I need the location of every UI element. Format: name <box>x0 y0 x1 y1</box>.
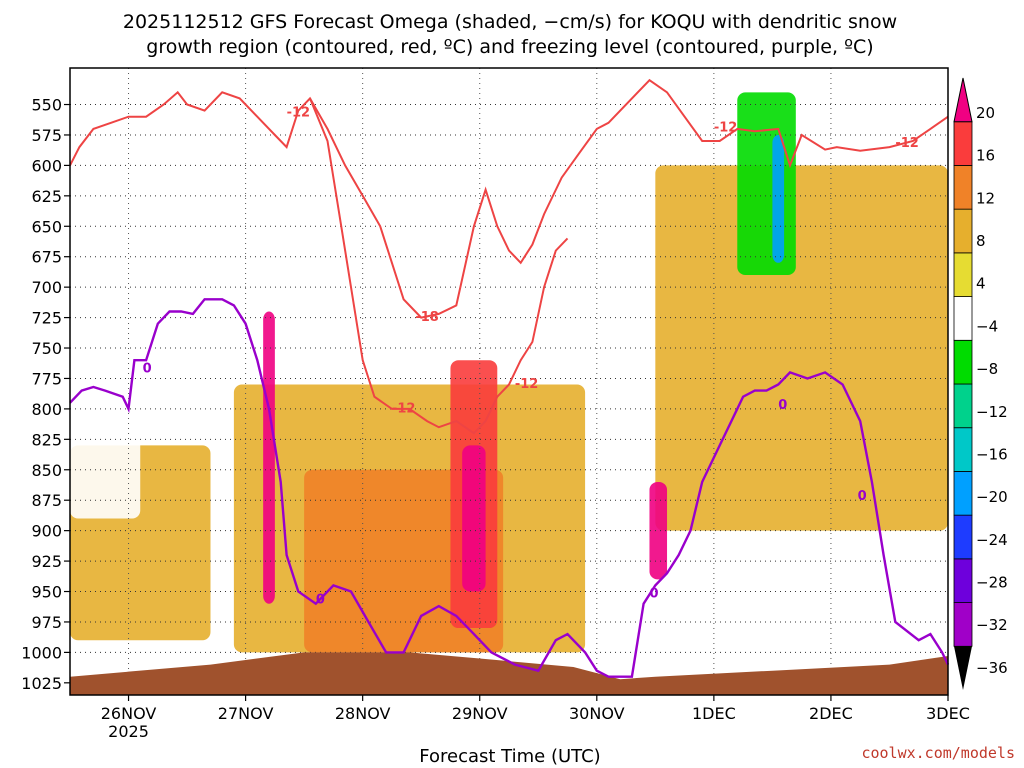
colorbar-tick-label: −20 <box>976 488 1008 506</box>
omega-shaded-region <box>263 311 275 604</box>
y-tick-label: 675 <box>31 248 62 267</box>
chart-title-line2: growth region (contoured, red, ºC) and f… <box>146 36 873 58</box>
freezing-contour-label: 0 <box>143 361 152 376</box>
colorbar-bottom-arrow <box>954 646 972 690</box>
y-tick-label: 975 <box>31 613 62 632</box>
x-axis-label: Forecast Time (UTC) <box>419 746 600 767</box>
y-tick-label: 875 <box>31 491 62 510</box>
colorbar-tick-label: −8 <box>976 360 998 378</box>
y-tick-label: 925 <box>31 552 62 571</box>
dgz-contour-label: -12 <box>515 377 539 392</box>
omega-shaded-region <box>772 134 785 263</box>
omega-shaded-region <box>737 92 796 275</box>
colorbar-segment <box>953 427 973 472</box>
y-tick-label: 725 <box>31 309 62 328</box>
colorbar-tick-label: −28 <box>976 574 1008 592</box>
colorbar-tick-label: 12 <box>976 189 995 207</box>
colorbar-tick-label: 8 <box>976 232 986 250</box>
x-tick-label: 2DEC <box>809 704 853 723</box>
freezing-contour-label: 0 <box>858 489 867 504</box>
dgz-contour-label: -12 <box>895 136 919 151</box>
y-tick-label: 775 <box>31 369 62 388</box>
x-tick-label: 28NOV <box>335 704 391 723</box>
colorbar-tick-label: −24 <box>976 531 1008 549</box>
y-tick-label: 600 <box>31 156 62 175</box>
colorbar-tick-label: 20 <box>976 104 995 122</box>
y-tick-label: 900 <box>31 522 62 541</box>
x-tick-label: 27NOV <box>218 704 274 723</box>
omega-shaded-region <box>655 165 948 531</box>
colorbar-tick-label: 16 <box>976 147 995 165</box>
dgz-contour-label: -12 <box>714 120 738 135</box>
x-tick-label: 29NOV <box>452 704 508 723</box>
x-tick-label: 3DEC <box>926 704 970 723</box>
dgz-lower-contour <box>309 98 569 435</box>
freezing-contour-label: 0 <box>316 593 325 608</box>
dgz-contour-label: -18 <box>415 310 439 325</box>
y-tick-label: 950 <box>31 583 62 602</box>
y-tick-label: 550 <box>31 96 62 115</box>
y-tick-label: 750 <box>31 339 62 358</box>
dgz-contour-label: -12 <box>392 402 416 417</box>
dgz-contour-label: -12 <box>287 106 311 121</box>
plot-border <box>69 67 949 696</box>
colorbar-segment <box>953 296 973 341</box>
colorbar-segment <box>953 165 973 210</box>
colorbar-segment <box>953 471 973 516</box>
plot-area: 550 575 600 625 650 675 700 725 750 775 800 825 850 8… <box>21 67 970 741</box>
credit-text: coolwx.com/models <box>861 744 1015 762</box>
colorbar-segment <box>953 383 973 429</box>
x-tick-label: 26NOV <box>101 704 157 723</box>
colorbar-tick-label: −4 <box>976 317 998 335</box>
colorbar-top-arrow <box>953 77 973 123</box>
colorbar-tick-label: −36 <box>976 659 1008 677</box>
colorbar-segment <box>953 339 973 385</box>
y-tick-label: 575 <box>31 126 62 145</box>
y-tick-label: 1025 <box>21 674 62 693</box>
x-tick-sublabel: 2025 <box>108 722 149 741</box>
colorbar: 20 16 12 8 4 −4 −8 −12 −16 −20 −24 −28 −32 −36 <box>953 77 1008 690</box>
omega-shaded-region <box>444 214 515 312</box>
freezing-contour-label: 0 <box>649 587 658 602</box>
colorbar-segment <box>953 208 973 254</box>
colorbar-tick-label: 4 <box>976 275 986 293</box>
y-tick-label: 700 <box>31 278 62 297</box>
y-tick-label: 1000 <box>21 643 62 662</box>
y-tick-label: 850 <box>31 461 62 480</box>
dgz-upper-contour <box>69 78 949 319</box>
colorbar-tick-label: −32 <box>976 616 1008 634</box>
y-tick-label: 800 <box>31 400 62 419</box>
colorbar-tick-label: −12 <box>976 403 1008 421</box>
omega-shaded-region <box>649 481 668 580</box>
colorbar-tick-label: −16 <box>976 445 1008 463</box>
freezing-level-contour <box>69 298 950 678</box>
x-tick-label: 30NOV <box>569 704 625 723</box>
y-tick-label: 825 <box>31 430 62 449</box>
colorbar-segment <box>953 602 973 647</box>
colorbar-segment <box>953 514 973 560</box>
y-tick-label: 625 <box>31 187 62 206</box>
colorbar-segment <box>953 558 973 603</box>
terrain-surface <box>70 652 948 695</box>
y-tick-label: 650 <box>31 217 62 236</box>
chart-title-line1: 2025112512 GFS Forecast Omega (shaded, −… <box>123 11 897 33</box>
x-tick-label: 1DEC <box>692 704 736 723</box>
omega-shaded-region <box>462 445 486 592</box>
colorbar-segment <box>953 252 973 297</box>
freezing-contour-label: 0 <box>778 398 787 413</box>
colorbar-segment <box>953 121 973 166</box>
